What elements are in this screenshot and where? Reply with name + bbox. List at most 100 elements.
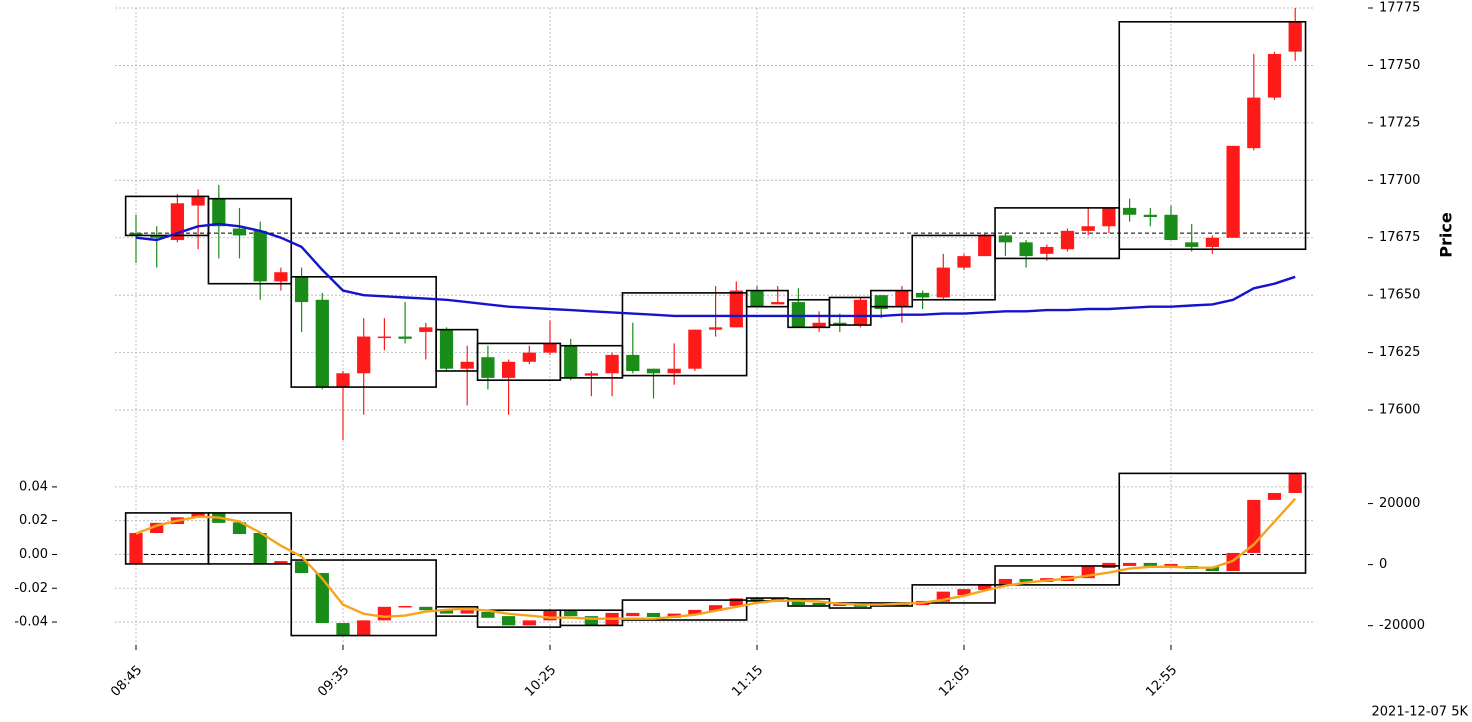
y-tick-label: 0.00 [19, 547, 48, 562]
candle-body [294, 276, 309, 303]
candle-body [1288, 473, 1302, 493]
candle-body [936, 267, 950, 298]
candle-body [771, 598, 785, 601]
y2-tick-label: 20000 [1379, 496, 1420, 511]
candle-body [584, 616, 599, 626]
y-tick-label: -0.04 [14, 615, 48, 630]
candle-body [129, 533, 143, 564]
candle-body [191, 196, 205, 206]
candle-body [398, 605, 412, 608]
y-tick-label: 17625 [1379, 345, 1420, 360]
candle-body [750, 290, 764, 307]
candle-body [501, 616, 516, 626]
range-box [911, 584, 996, 604]
candle-body [646, 368, 661, 374]
range-box [911, 234, 996, 301]
x-tick-label: 11:15 [729, 663, 766, 700]
candle-body [1226, 145, 1240, 238]
y-tick-label: 17700 [1379, 173, 1420, 188]
candle-body [833, 604, 847, 606]
footer: 2021-12-07 5K [1372, 705, 1469, 720]
candle-body [1019, 242, 1033, 257]
candle-body [522, 620, 536, 626]
candle-body [419, 327, 433, 332]
y-tick-label: 17725 [1379, 115, 1420, 130]
candle-body [460, 361, 474, 369]
candle-body [336, 373, 350, 388]
candle-body [377, 336, 392, 339]
candle-body [232, 522, 247, 535]
candle-body [957, 256, 971, 268]
y-tick-label: 17750 [1379, 58, 1420, 73]
y-tick-label: 17675 [1379, 230, 1420, 245]
y2-tick-label: 0 [1379, 557, 1387, 572]
candle-body [874, 295, 888, 309]
candle-body [1122, 562, 1137, 566]
candle-body [294, 561, 309, 574]
y-tick-label: -0.02 [14, 581, 48, 596]
y-tick-label: 17600 [1379, 403, 1420, 418]
candle-body [915, 292, 930, 298]
candle-body [129, 233, 143, 236]
candle-body [646, 612, 661, 617]
candle-body [708, 605, 723, 611]
candle-body [1164, 563, 1178, 566]
x-tick-label: 12:55 [1143, 663, 1180, 700]
y-axis-label: Price [1437, 212, 1456, 258]
range-box [290, 559, 437, 637]
candle-body [978, 584, 992, 590]
candle-body [460, 610, 474, 614]
line-series [135, 497, 1297, 620]
candle-body [584, 373, 599, 376]
candle-body [978, 235, 992, 257]
candle-body [274, 561, 288, 564]
candle-body [667, 368, 681, 374]
candle-body [998, 578, 1013, 585]
candle-body [419, 606, 433, 611]
candle-body [274, 272, 288, 282]
candle-body [1267, 53, 1282, 98]
candle-body [1122, 207, 1137, 215]
range-box [828, 296, 872, 326]
candle-body [336, 623, 350, 636]
candle-body [1102, 207, 1116, 227]
candle-body [191, 512, 205, 518]
candle-body [212, 198, 226, 227]
range-box [207, 512, 293, 565]
candle-body [439, 329, 454, 369]
candle-body [1019, 578, 1033, 583]
candle-body [833, 322, 847, 326]
candle-body [1143, 562, 1157, 566]
candle-body [357, 620, 371, 636]
y-tick-label: 17775 [1379, 1, 1420, 16]
candle-body [398, 336, 412, 339]
candle-body [377, 606, 392, 621]
candle-body [315, 299, 329, 388]
candle-body [895, 290, 909, 307]
candle-body [1164, 214, 1178, 241]
candle-body [1040, 246, 1054, 254]
candle-body [957, 589, 971, 596]
candle-body [564, 345, 578, 378]
x-tick-label: 09:35 [315, 663, 352, 700]
candle-body [439, 610, 454, 614]
y-tick-label: 0.04 [19, 479, 48, 494]
range-box [994, 565, 1121, 586]
candle-body [750, 598, 764, 601]
x-tick-label: 10:25 [522, 663, 559, 700]
candle-body [501, 361, 516, 378]
candle-body [315, 573, 329, 624]
candle-body [481, 357, 495, 378]
candle-body [729, 598, 743, 606]
candle-body [1288, 21, 1302, 52]
candle-body [253, 230, 267, 282]
candle-body [853, 299, 868, 326]
candle-body [564, 610, 578, 617]
y-tick-label: 17650 [1379, 288, 1420, 303]
candle-body [481, 611, 495, 618]
candle-body [232, 228, 247, 236]
candle-body [626, 354, 640, 371]
candle-body [688, 609, 702, 615]
range-box [1118, 472, 1307, 574]
candle-body [150, 235, 164, 238]
